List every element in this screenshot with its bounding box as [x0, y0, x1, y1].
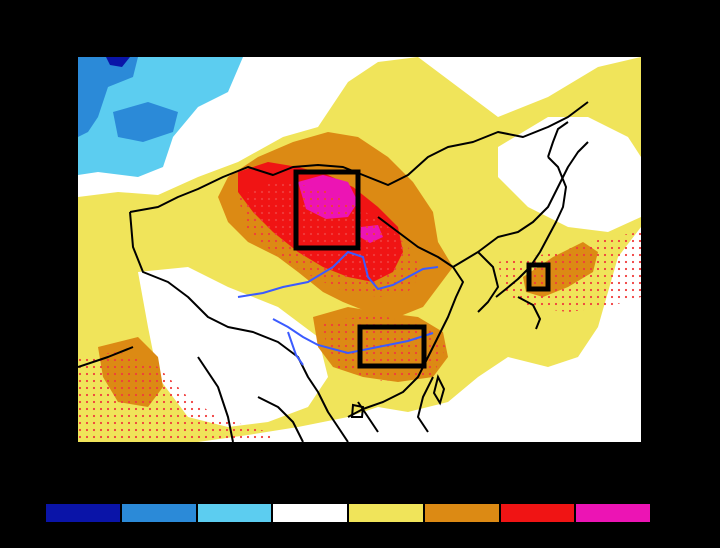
- japan-box: [526, 262, 551, 292]
- yellow-river: [237, 250, 439, 298]
- japan-islands: [495, 121, 569, 330]
- yangtze-river: [272, 318, 434, 355]
- north-china-box: [293, 169, 361, 251]
- island-taiwan: [432, 374, 446, 406]
- map-panel: [78, 57, 641, 442]
- colorbar-swatch-3: [197, 504, 272, 522]
- colorbar-swatch-4: [273, 504, 347, 522]
- coastlines-borders: [78, 101, 589, 442]
- neutral-zone-northeast: [498, 117, 641, 232]
- cold-anomaly-medium: [78, 57, 138, 137]
- colorbar-swatch-8: [576, 504, 650, 522]
- island-hainan: [350, 403, 365, 418]
- neutral-zone-southeast: [448, 377, 578, 442]
- colorbar-swatch-6: [424, 504, 499, 522]
- stipple-southwest: [78, 352, 278, 442]
- cold-anomaly-dark: [106, 57, 130, 67]
- stipple-north: [238, 182, 423, 297]
- map-svg: [78, 57, 641, 442]
- colorbar-swatch-2: [121, 504, 196, 522]
- colorbar-swatch-5: [349, 504, 423, 522]
- cold-anomaly-medium-2: [113, 102, 178, 142]
- colorbar: [46, 504, 650, 522]
- colorbar-swatch-7: [500, 504, 575, 522]
- south-china-box: [357, 324, 427, 369]
- colorbar-swatch-1: [46, 504, 120, 522]
- yangtze-tributary: [287, 331, 304, 366]
- neutral-zone-south: [138, 267, 328, 427]
- stipple-east: [498, 232, 641, 312]
